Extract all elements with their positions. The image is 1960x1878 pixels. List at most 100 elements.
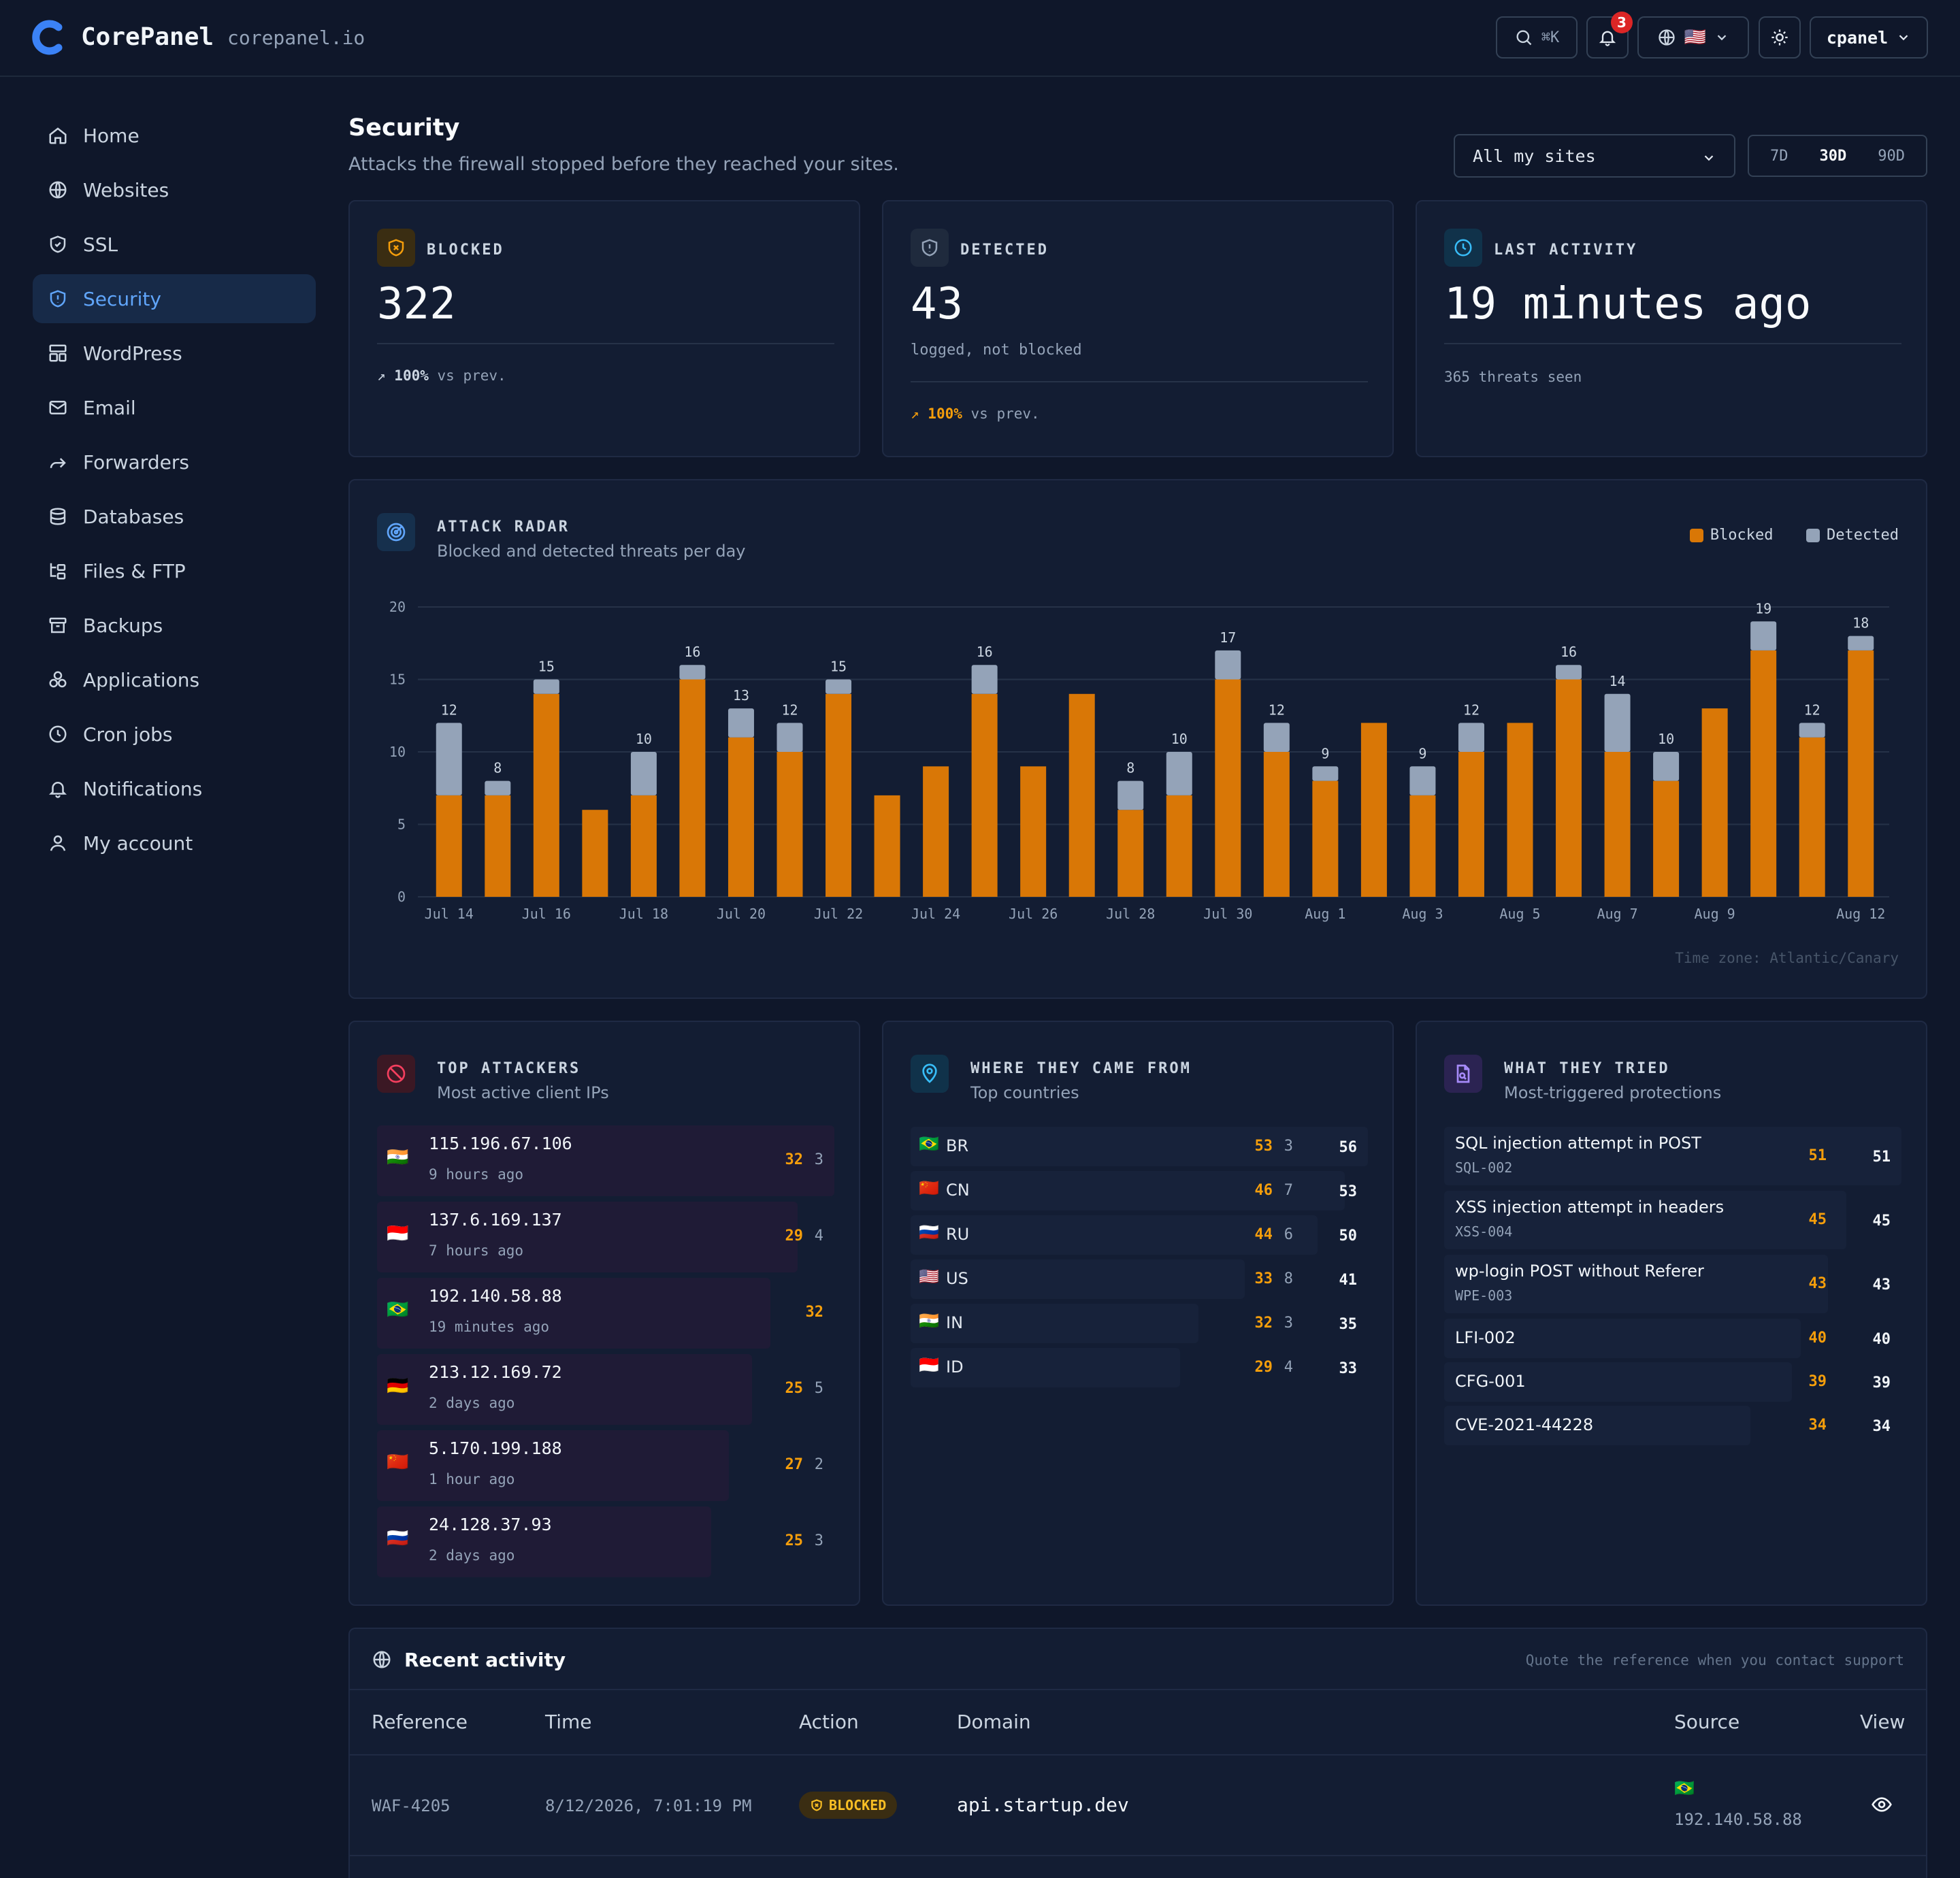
site-filter-select[interactable]: All my sites [1454, 134, 1735, 178]
site-filter-value: All my sites [1473, 146, 1596, 166]
legend-detected-label: Detected [1827, 527, 1899, 544]
sidebar-item-databases[interactable]: Databases [33, 492, 316, 541]
range-90d[interactable]: 90D [1878, 147, 1905, 165]
share-bar [377, 1202, 798, 1272]
bar-total-label: 14 [1610, 673, 1626, 689]
globe-icon [1659, 29, 1675, 46]
sidebar-item-home[interactable]: Home [33, 111, 316, 160]
range-7d[interactable]: 7D [1770, 147, 1788, 165]
list-item[interactable]: 🇩🇪 213.12.169.72 2 days ago 25 5 [377, 1354, 834, 1425]
list-item[interactable]: 🇮🇩 137.6.169.137 7 hours ago 29 4 [377, 1202, 834, 1272]
range-30d[interactable]: 30D [1819, 147, 1847, 165]
attack-radar-chart: 0 5 10 15 20 12 8 15 10 16 13 12 15 16 8 10 17 12 9 9 12 16 14… [389, 599, 1889, 922]
list-item[interactable]: 🇷🇺 24.128.37.93 2 days ago 25 3 [377, 1506, 834, 1577]
list-item[interactable]: wp-login POST without Referer WPE-003 43 43 [1444, 1255, 1901, 1313]
list-item[interactable]: CVE-2021-44228 34 34 [1444, 1406, 1901, 1445]
x-tick-label: Aug 3 [1402, 906, 1443, 922]
country-flag: 🇩🇪 [387, 1376, 409, 1396]
country-blocked-count: 29 [1254, 1359, 1273, 1376]
sidebar-item-security[interactable]: Security [33, 274, 316, 323]
country-blocked-count: 32 [1254, 1315, 1273, 1332]
sidebar-item-wordpress[interactable]: WordPress [33, 329, 316, 378]
user-menu-button[interactable]: cpanel [1810, 16, 1928, 59]
radar-icon [387, 523, 406, 542]
recent-activity-card [348, 1628, 1927, 1878]
attacker-ip: 213.12.169.72 [429, 1362, 562, 1382]
list-item[interactable]: 🇧🇷 BR 53 3 56 [911, 1127, 1368, 1166]
bar-blocked [777, 752, 803, 897]
blocked-delta: ↗ 100% vs prev. [377, 367, 506, 384]
sidebar-item-notifications[interactable]: Notifications [33, 764, 316, 813]
sidebar-item-files-ftp[interactable]: Files & FTP [33, 546, 316, 595]
bar-total-label: 12 [781, 702, 798, 718]
search-button[interactable]: ⌘K [1496, 16, 1578, 59]
bar-total-label: 16 [977, 644, 993, 660]
list-item[interactable]: 🇺🇸 US 33 8 41 [911, 1259, 1368, 1299]
sidebar-item-label: Databases [83, 505, 184, 528]
bar-blocked [923, 766, 949, 897]
sidebar-item-forwarders[interactable]: Forwarders [33, 438, 316, 487]
list-item[interactable]: 🇮🇩 ID 29 4 33 [911, 1348, 1368, 1387]
attacker-detected-count: 5 [814, 1380, 823, 1397]
list-item[interactable]: CFG-001 39 39 [1444, 1362, 1901, 1402]
bar-detected [1556, 665, 1582, 680]
bar-total-label: 8 [1126, 760, 1134, 776]
share-bar [1444, 1362, 1792, 1402]
list-item[interactable]: 🇧🇷 192.140.58.88 19 minutes ago 32 [377, 1278, 834, 1349]
list-item[interactable]: LFI-002 40 40 [1444, 1319, 1901, 1358]
eye-icon[interactable] [1871, 1794, 1893, 1815]
list-item[interactable]: 🇨🇳 CN 46 7 53 [911, 1171, 1368, 1210]
col-domain: Domain [957, 1711, 1031, 1733]
protection-name: XSS injection attempt in headers [1455, 1198, 1725, 1217]
sidebar-item-websites[interactable]: Websites [33, 165, 316, 214]
chevron-down-icon [1704, 155, 1714, 161]
sidebar-item-email[interactable]: Email [33, 383, 316, 432]
detected-label: DETECTED [960, 242, 1049, 259]
database-icon [50, 508, 66, 525]
last-activity-card: LAST ACTIVITY 19 minutes ago 365 threats… [1416, 200, 1927, 457]
list-item[interactable]: SQL injection attempt in POST SQL-002 51 51 [1444, 1127, 1901, 1185]
sidebar-item-label: My account [83, 831, 193, 855]
y-tick-label: 20 [389, 599, 406, 615]
attacker-detected-count: 2 [814, 1456, 823, 1473]
attacker-blocked-count: 25 [785, 1380, 804, 1397]
blocked-card: BLOCKED 322 ↗ 100% vs prev. [348, 200, 860, 457]
attacker-ip: 115.196.67.106 [429, 1134, 572, 1153]
list-item[interactable]: 🇨🇳 5.170.199.188 1 hour ago 27 2 [377, 1430, 834, 1501]
protection-blocked-count: 43 [1808, 1275, 1827, 1292]
sidebar-item-cron-jobs[interactable]: Cron jobs [33, 710, 316, 759]
bar-detected [1215, 650, 1241, 680]
share-bar [911, 1348, 1180, 1387]
country-detected-count: 7 [1284, 1182, 1293, 1199]
attacker-blocked-count: 32 [805, 1304, 824, 1321]
row-domain: api.startup.dev [957, 1794, 1129, 1816]
sidebar-item-my-account[interactable]: My account [33, 819, 316, 868]
bar-blocked [1653, 780, 1680, 897]
col-time: Time [545, 1711, 592, 1733]
sidebar-item-backups[interactable]: Backups [33, 601, 316, 650]
detected-icon-box [911, 229, 949, 267]
sidebar-item-label: WordPress [83, 342, 182, 365]
row-source-ip: 192.140.58.88 [1674, 1810, 1802, 1829]
theme-toggle-button[interactable] [1759, 16, 1801, 59]
language-select[interactable]: 🇺🇸 [1637, 16, 1749, 59]
country-code: US [946, 1269, 968, 1288]
protection-blocked-count: 45 [1808, 1211, 1827, 1228]
bar-detected [1263, 723, 1290, 752]
list-item[interactable]: 🇷🇺 RU 44 6 50 [911, 1215, 1368, 1255]
protection-total-count: 39 [1872, 1374, 1891, 1391]
user-icon [50, 835, 66, 851]
country-code: RU [946, 1225, 970, 1244]
bar-detected [533, 679, 559, 694]
list-item[interactable]: 🇮🇳 IN 32 3 35 [911, 1304, 1368, 1343]
sidebar-item-applications[interactable]: Applications [33, 655, 316, 704]
protection-name: CFG-001 [1455, 1372, 1526, 1391]
bar-blocked [1458, 752, 1484, 897]
list-item[interactable]: 🇮🇳 115.196.67.106 9 hours ago 32 3 [377, 1125, 834, 1196]
x-tick-label: Jul 24 [911, 906, 960, 922]
detected-card: DETECTED 43 logged, not blocked ↗ 100% v… [882, 200, 1394, 457]
sidebar-item-label: Forwarders [83, 450, 189, 474]
list-item[interactable]: XSS injection attempt in headers XSS-004 4… [1444, 1191, 1901, 1249]
legend-blocked-label: Blocked [1710, 527, 1774, 544]
sidebar-item-ssl[interactable]: SSL [33, 220, 316, 269]
